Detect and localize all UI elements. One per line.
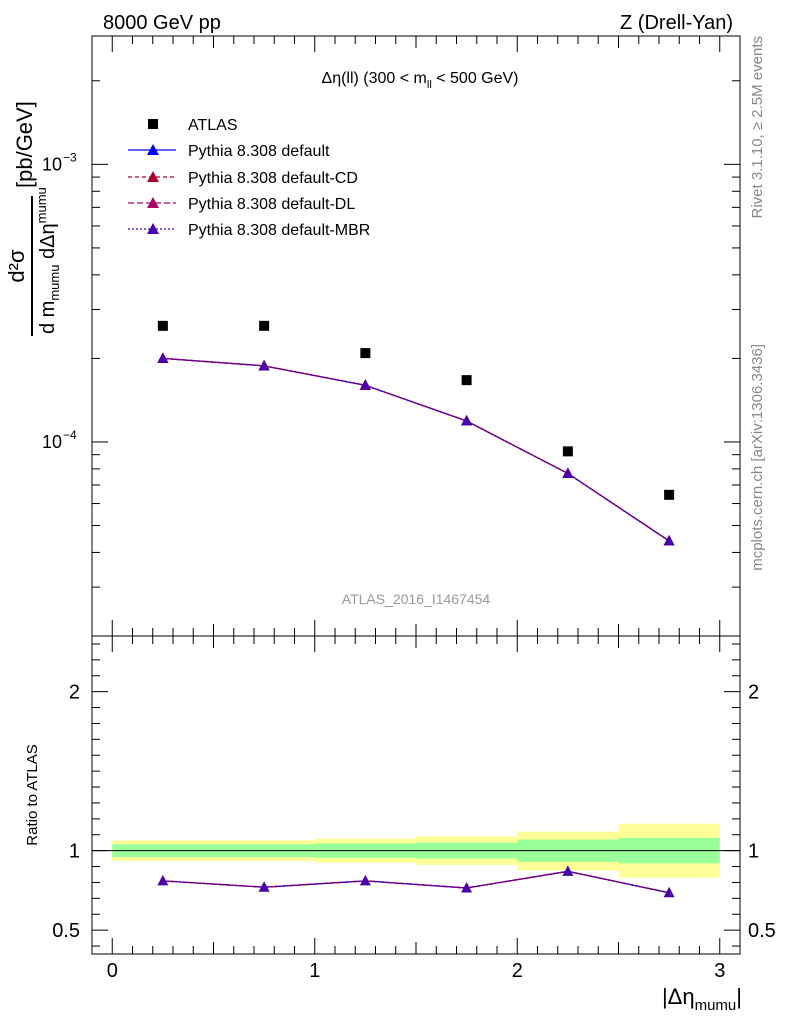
legend-label-default: Pythia 8.308 default [188,143,330,160]
ratio-marker [258,881,270,892]
x-axis-label-sub: mumu [695,997,737,1014]
y-axis-den-d: d m [37,301,59,334]
ratio-y-tick-label-right: 1 [748,841,759,863]
ratio-y-tick-label-right: 2 [748,682,759,704]
main-plot-title-end: < 500 GeV) [432,70,519,87]
ratio-x-tick-label: 1 [309,960,320,982]
legend-entry-default: Pythia 8.308 default [128,143,330,160]
legend-marker-cd [147,171,159,182]
main-plot-title-sub: ll [427,79,432,91]
ratio-x-tick-label: 2 [512,960,523,982]
ratio-marker [359,874,371,886]
legend-entry-dl: Pythia 8.308 default-DL [128,196,355,213]
ratio-y-tick-label-left: 0.5 [52,920,80,942]
main-y-tick-exponent: −4 [63,428,77,442]
ratio-marker [663,886,675,898]
main-line-dl [162,357,670,542]
mcplots-label: mcplots.cern.ch [arXiv:1306.3436] [749,344,766,571]
ratio-x-axis-label: |Δηmumu| [662,984,742,1014]
ratio-panel: 0.5 0.5 1 1 2 2 0 1 2 3 Ratio to ATLAS |Δηmumu| [24,635,776,1014]
main-marker-mbr [359,379,371,390]
ratio-series-layer [157,865,675,898]
x-axis-label-end: | [736,984,742,1009]
legend-label-atlas: ATLAS [188,117,238,134]
legend: ATLAS Pythia 8.308 default Pythia 8.308 … [128,117,370,239]
ratio-line-cd [162,870,670,894]
atlas-data-point [461,375,472,386]
main-plot-title: Δη(ll) (300 < mll < 500 GeV) [322,70,519,91]
main-marker-mbr [562,467,574,478]
y-axis-den-mid: dΔη [37,223,59,264]
ratio-y-tick-label-left: 2 [69,682,80,704]
legend-marker-atlas [148,119,158,129]
legend-marker-mbr [147,223,159,234]
legend-marker-default [147,144,159,155]
ratio-axis-ticks: 0.5 0.5 1 1 2 2 0 1 2 3 [52,636,776,982]
main-y-tick-exponent: −3 [63,150,77,164]
main-series-layer [157,320,675,546]
ratio-x-tick-label: 3 [714,960,725,982]
main-y-axis-label: [pb/GeV] d²σ d mmumu dΔηmumu [4,101,62,336]
y-axis-den-sub2: mumu [34,187,49,223]
atlas-data-point [360,348,371,359]
ratio-line-mbr [162,870,670,894]
ratio-y-tick-label-right: 0.5 [748,920,776,942]
main-marker-mbr [157,352,169,363]
y-axis-fraction-numerator: d²σ [4,249,29,283]
main-marker-mbr [461,414,473,426]
header-left-label: 8000 GeV pp [103,12,221,34]
main-y-tick-label: 10 [42,154,62,174]
ratio-marker [157,874,169,886]
atlas-data-point [562,446,573,457]
main-plot-title-start: Δη(ll) (300 < m [322,70,427,87]
main-marker-mbr [663,534,675,546]
legend-entry-cd: Pythia 8.308 default-CD [128,170,358,187]
ratio-marker [562,865,574,876]
legend-entry-atlas: ATLAS [148,117,238,134]
ratio-line-dl [162,870,670,894]
main-line-mbr [162,357,670,542]
y-axis-units: [pb/GeV] [12,101,37,188]
watermark-label: ATLAS_2016_I1467454 [342,591,491,607]
legend-entry-mbr: Pythia 8.308 default-MBR [128,222,370,239]
legend-label-cd: Pythia 8.308 default-CD [188,170,358,187]
atlas-data-point [259,320,270,331]
ratio-panel-frame [91,635,741,955]
y-axis-den-sub: mumu [47,265,62,301]
main-line-default [162,357,670,542]
ratio-marker [461,882,473,893]
main-marker-mbr [258,359,270,371]
legend-marker-dl [147,197,159,208]
x-axis-label-start: |Δη [662,984,695,1009]
y-axis-fraction-denominator: d mmumu dΔηmumu [34,187,62,334]
main-axis-ticks: 10−410−3 [42,36,740,637]
ratio-x-tick-label: 0 [107,960,118,982]
ratio-y-axis-label: Ratio to ATLAS [24,744,41,845]
atlas-data-point [157,320,168,331]
header-right-label: Z (Drell-Yan) [620,12,733,34]
main-line-cd [162,357,670,542]
atlas-data-point [664,489,675,500]
ratio-y-tick-label-left: 1 [69,841,80,863]
legend-label-mbr: Pythia 8.308 default-MBR [188,222,370,239]
main-y-tick-label: 10 [42,432,62,452]
legend-label-dl: Pythia 8.308 default-DL [188,196,355,213]
rivet-label: Rivet 3.1.10, ≥ 2.5M events [749,36,766,219]
main-panel: 10−410−3 Δη(ll) (300 < mll < 500 GeV) AT… [4,35,741,637]
ratio-line-default [162,870,670,894]
